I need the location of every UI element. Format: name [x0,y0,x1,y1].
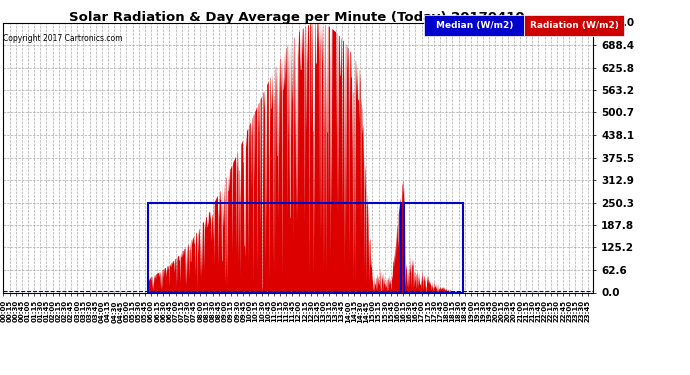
Bar [148,202,401,292]
Bar [404,202,462,292]
Text: Solar Radiation & Day Average per Minute (Today) 20170410: Solar Radiation & Day Average per Minute… [69,11,524,24]
Text: Radiation (W/m2): Radiation (W/m2) [530,21,619,30]
Text: Copyright 2017 Cartronics.com: Copyright 2017 Cartronics.com [3,34,123,43]
Text: Median (W/m2): Median (W/m2) [435,21,513,30]
